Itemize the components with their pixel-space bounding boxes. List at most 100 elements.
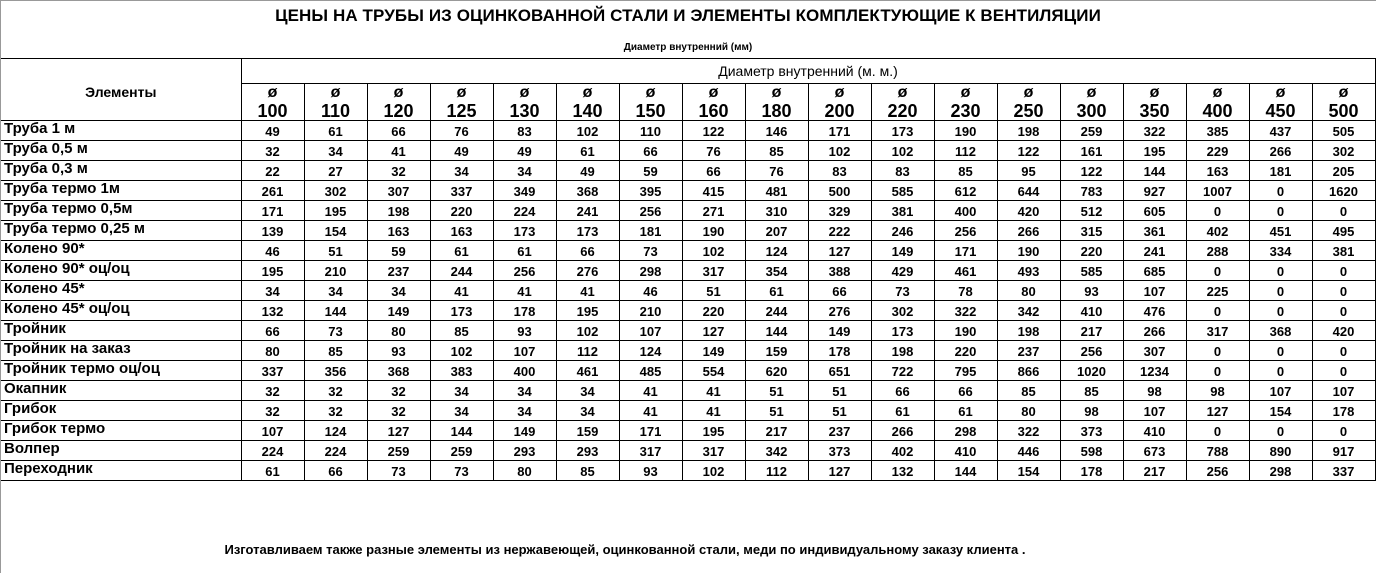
price-cell: 256 xyxy=(492,260,557,281)
price-cell: 78 xyxy=(933,280,998,301)
diameter-value: 130 xyxy=(509,101,540,121)
element-name-cell: Колено 45* оц/оц xyxy=(1,300,242,321)
price-cell: 210 xyxy=(303,260,368,281)
price-cell: 368 xyxy=(1248,320,1313,341)
table-row: Труба 0,3 м 22 27 32 34 34 49 59 66 76 83 83 85 95 122… xyxy=(1,160,1376,181)
price-cell: 476 xyxy=(1122,300,1187,321)
price-cell: 93 xyxy=(1059,280,1124,301)
price-cell: 256 xyxy=(933,220,998,241)
price-cell: 159 xyxy=(744,340,809,361)
diameter-symbol: ø xyxy=(1086,84,1097,101)
diameter-symbol: ø xyxy=(519,84,530,101)
price-cell: 98 xyxy=(1059,400,1124,421)
price-cell: 85 xyxy=(303,340,368,361)
price-cell: 276 xyxy=(807,300,872,321)
element-name-cell: Тройник термо оц/оц xyxy=(1,360,242,381)
price-cell: 322 xyxy=(1122,120,1187,141)
diameter-header-cell: ø 200 xyxy=(807,83,872,121)
price-cell: 149 xyxy=(366,300,431,321)
price-cell: 163 xyxy=(366,220,431,241)
price-cell: 102 xyxy=(555,120,620,141)
price-cell: 76 xyxy=(681,140,746,161)
price-cell: 644 xyxy=(996,180,1061,201)
price-cell: 317 xyxy=(681,260,746,281)
price-cell: 127 xyxy=(681,320,746,341)
diameter-value: 180 xyxy=(761,101,792,121)
price-cell: 495 xyxy=(1311,220,1376,241)
price-cell: 66 xyxy=(366,120,431,141)
price-cell: 159 xyxy=(555,420,620,441)
price-cell: 171 xyxy=(933,240,998,261)
price-cell: 132 xyxy=(240,300,305,321)
table-row: Тройник 66 73 80 85 93 102 107 127 144 149 173 190 19… xyxy=(1,320,1376,341)
price-cell: 493 xyxy=(996,260,1061,281)
diameter-symbol: ø xyxy=(1212,84,1223,101)
price-cell: 190 xyxy=(933,120,998,141)
price-cell: 0 xyxy=(1311,280,1376,301)
price-cell: 66 xyxy=(933,380,998,401)
element-name-cell: Грибок термо xyxy=(1,420,242,441)
price-cell: 198 xyxy=(870,340,935,361)
price-cell: 178 xyxy=(1311,400,1376,421)
price-cell: 171 xyxy=(240,200,305,221)
price-cell: 83 xyxy=(492,120,557,141)
price-cell: 73 xyxy=(366,460,431,481)
price-cell: 85 xyxy=(429,320,494,341)
diameter-header-cell: ø 350 xyxy=(1122,83,1187,121)
price-cell: 178 xyxy=(807,340,872,361)
price-cell: 612 xyxy=(933,180,998,201)
table-row: Колено 90* 46 51 59 61 61 66 73 102 124 127 149 171 1… xyxy=(1,240,1376,261)
price-cell: 400 xyxy=(933,200,998,221)
price-cell: 195 xyxy=(1122,140,1187,161)
price-cell: 51 xyxy=(807,400,872,421)
price-cell: 124 xyxy=(744,240,809,261)
price-cell: 0 xyxy=(1185,200,1250,221)
price-cell: 144 xyxy=(429,420,494,441)
price-cell: 41 xyxy=(429,280,494,301)
price-cell: 102 xyxy=(807,140,872,161)
price-cell: 171 xyxy=(807,120,872,141)
element-name-cell: Тройник на заказ xyxy=(1,340,242,361)
price-cell: 361 xyxy=(1122,220,1187,241)
price-cell: 144 xyxy=(1122,160,1187,181)
price-cell: 0 xyxy=(1185,300,1250,321)
diameter-value: 200 xyxy=(824,101,855,121)
diameter-value: 120 xyxy=(383,101,414,121)
table-row: Колено 45* оц/оц 132 144 149 173 178 195 210 220… xyxy=(1,300,1376,321)
price-cell: 0 xyxy=(1185,340,1250,361)
price-cell: 0 xyxy=(1248,340,1313,361)
price-cell: 66 xyxy=(807,280,872,301)
price-cell: 41 xyxy=(618,380,683,401)
table-row: Колено 90* оц/оц 195 210 237 244 256 276 298 317… xyxy=(1,260,1376,281)
price-cell: 244 xyxy=(744,300,809,321)
table-row: Грибок термо 107 124 127 144 149 159 171 195 217 2… xyxy=(1,420,1376,441)
header-row: Элементы Диаметр внутренний (м. м.) xyxy=(1,58,1376,121)
price-cell: 485 xyxy=(618,360,683,381)
price-cell: 178 xyxy=(1059,460,1124,481)
price-cell: 259 xyxy=(429,440,494,461)
price-cell: 61 xyxy=(870,400,935,421)
table-row: Труба 1 м 49 61 66 76 83 102 110 122 146 171 173 190… xyxy=(1,120,1376,141)
price-cell: 163 xyxy=(1185,160,1250,181)
price-cell: 85 xyxy=(555,460,620,481)
diameter-header-cell: ø 400 xyxy=(1185,83,1250,121)
price-cell: 271 xyxy=(681,200,746,221)
price-cell: 322 xyxy=(996,420,1061,441)
price-cell: 73 xyxy=(429,460,494,481)
price-cell: 66 xyxy=(870,380,935,401)
price-cell: 410 xyxy=(1059,300,1124,321)
price-cell: 107 xyxy=(492,340,557,361)
price-cell: 34 xyxy=(555,400,620,421)
element-name-cell: Колено 90* оц/оц xyxy=(1,260,242,281)
price-cell: 73 xyxy=(303,320,368,341)
price-cell: 76 xyxy=(429,120,494,141)
element-name-cell: Окапник xyxy=(1,380,242,401)
price-cell: 34 xyxy=(240,280,305,301)
price-cell: 651 xyxy=(807,360,872,381)
price-cell: 41 xyxy=(492,280,557,301)
price-cell: 298 xyxy=(1248,460,1313,481)
price-cell: 32 xyxy=(240,140,305,161)
price-cell: 195 xyxy=(240,260,305,281)
price-cell: 395 xyxy=(618,180,683,201)
price-cell: 368 xyxy=(555,180,620,201)
